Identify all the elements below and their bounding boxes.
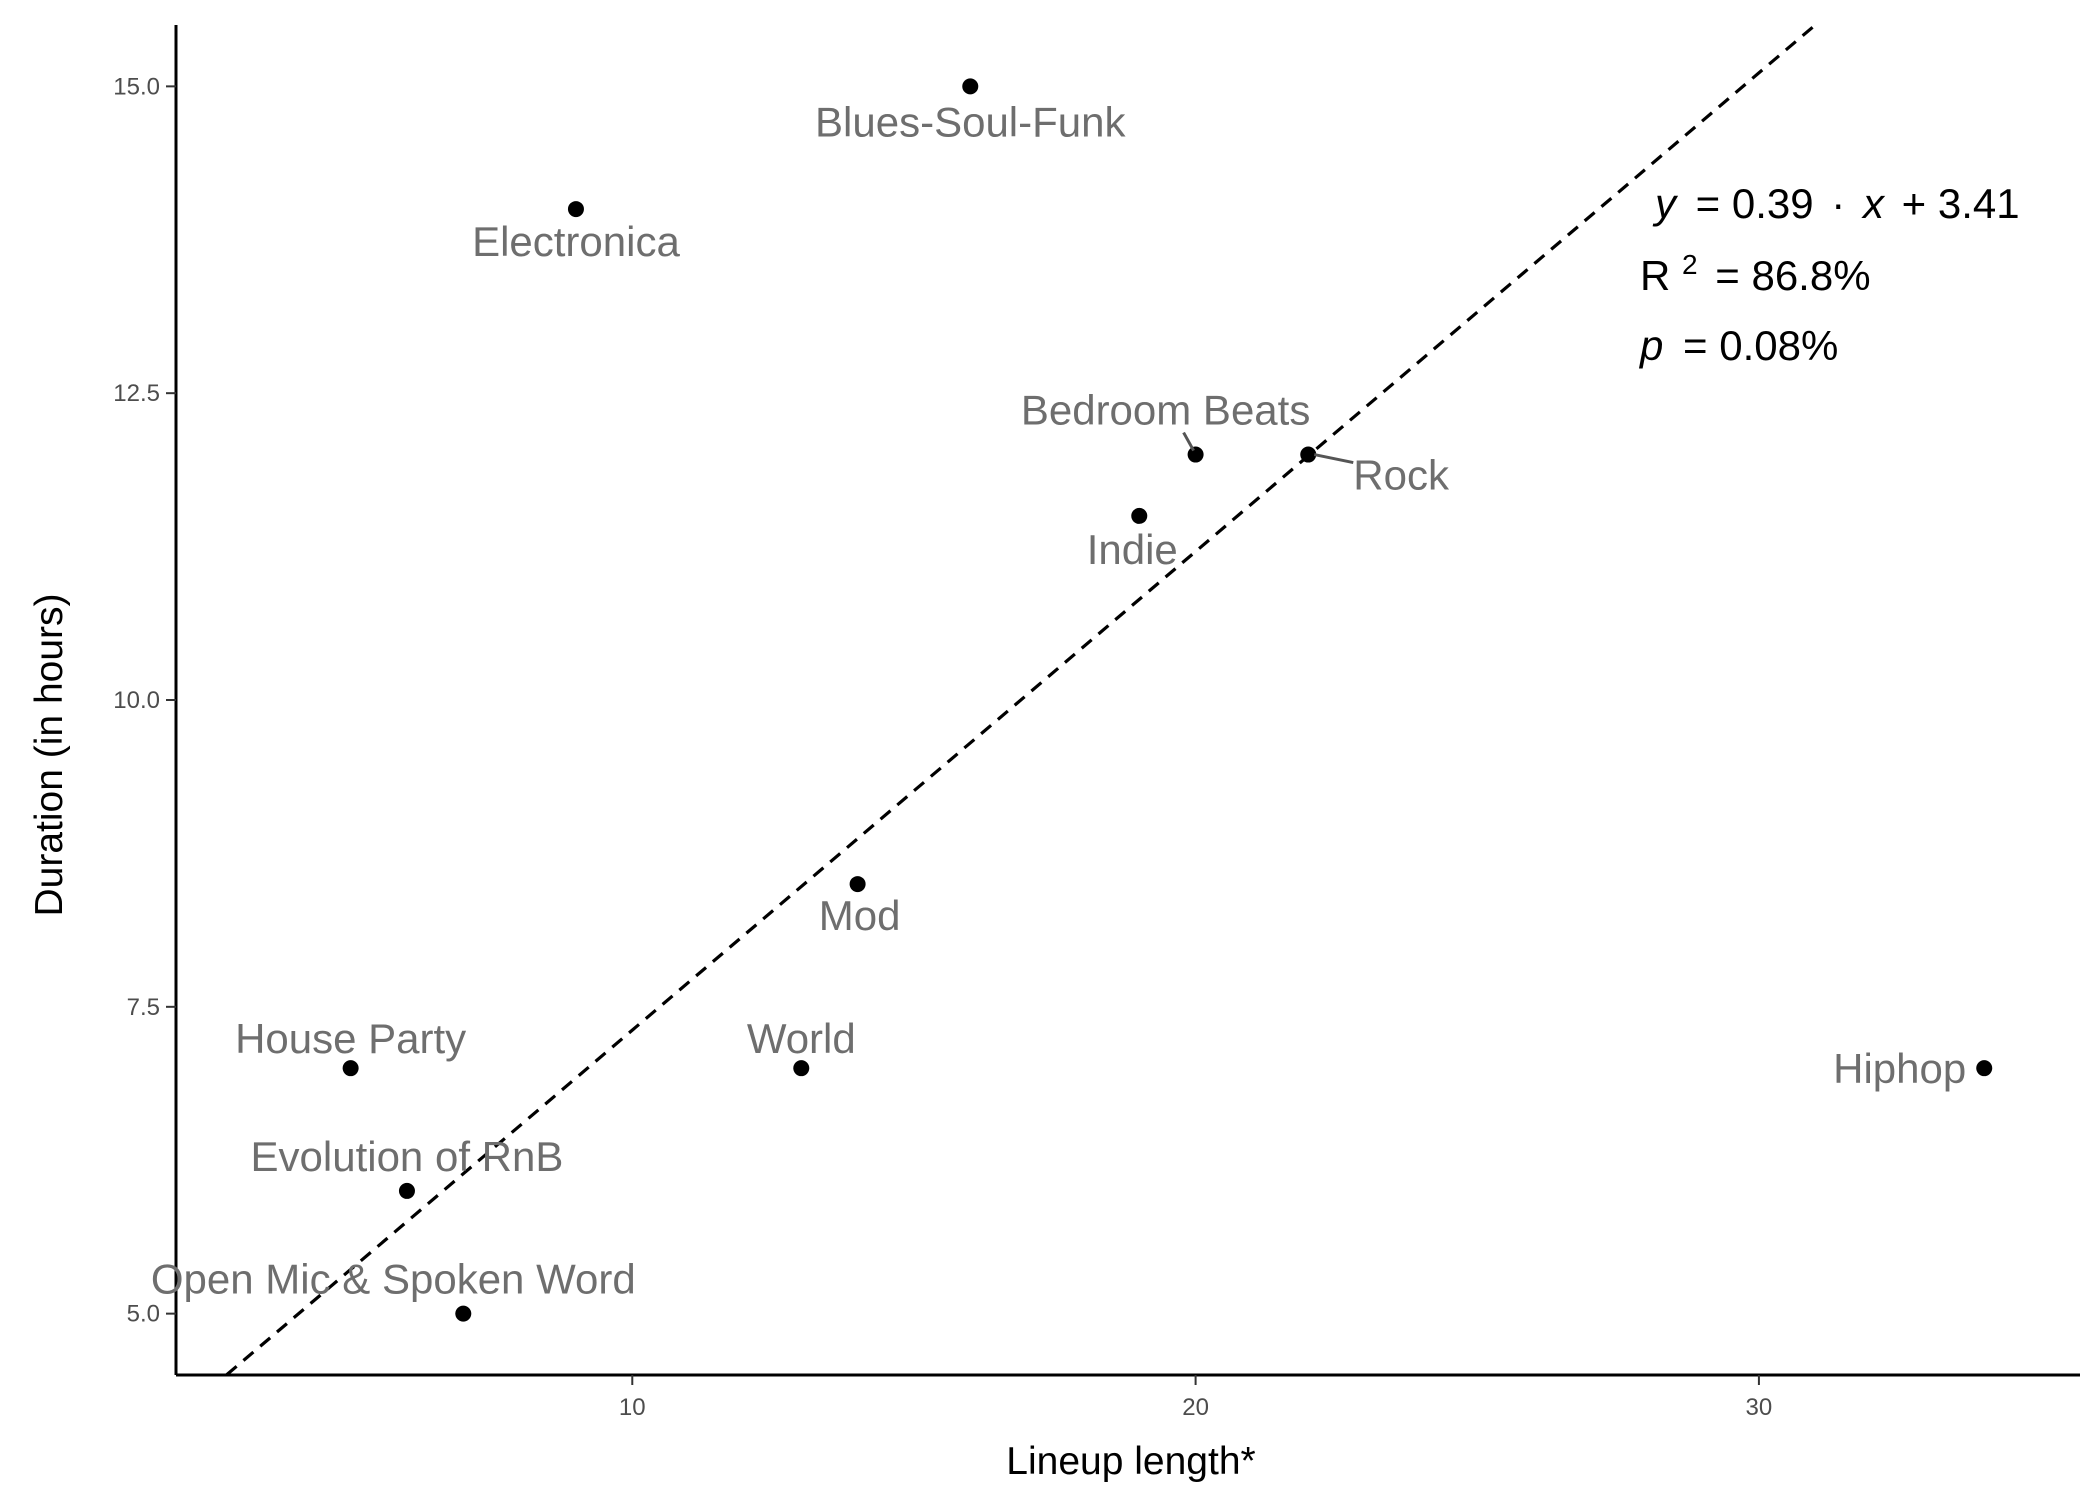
r2-sup: 2 xyxy=(1682,249,1698,280)
eq-slope: = 0.39 xyxy=(1696,180,1814,227)
eq-dot: · xyxy=(1831,180,1845,227)
x-tick-label: 10 xyxy=(619,1394,646,1421)
data-point xyxy=(1976,1060,1993,1077)
y-tick-label: 12.5 xyxy=(113,380,160,407)
eq-y: y xyxy=(1652,180,1679,227)
eq-x: x xyxy=(1861,180,1886,227)
point-label: Rock xyxy=(1353,452,1450,499)
regression-line xyxy=(225,23,1817,1376)
data-point xyxy=(342,1060,359,1077)
point-label: Electronica xyxy=(472,218,680,265)
point-labels: Blues-Soul-Funk Electronica Bedroom Beats R… xyxy=(151,98,1966,1302)
point-label: Evolution of RnB xyxy=(251,1133,564,1180)
data-point xyxy=(398,1182,415,1199)
data-point xyxy=(567,201,584,218)
r2-value: = 86.8% xyxy=(1715,252,1870,299)
axes: 10 20 30 5.0 7.5 10.0 12.5 15.0 xyxy=(113,25,2080,1421)
data-point xyxy=(962,78,979,95)
regression-line-group xyxy=(225,23,1817,1376)
point-label: Blues-Soul-Funk xyxy=(815,98,1126,145)
y-tick-label: 15.0 xyxy=(113,73,160,100)
r2-r: R xyxy=(1640,252,1670,299)
label-connector xyxy=(1313,453,1354,465)
x-tick-label: 20 xyxy=(1182,1394,1209,1421)
data-point xyxy=(1300,446,1317,463)
data-point xyxy=(1131,507,1148,524)
x-tick-label: 30 xyxy=(1746,1394,1773,1421)
point-label: Open Mic & Spoken Word xyxy=(151,1256,636,1303)
y-tick-label: 7.5 xyxy=(127,994,160,1021)
p-value: = 0.08% xyxy=(1683,322,1838,369)
point-label: Indie xyxy=(1087,526,1178,573)
point-label: House Party xyxy=(235,1015,466,1062)
point-label: World xyxy=(747,1015,856,1062)
y-tick-label: 10.0 xyxy=(113,687,160,714)
data-points xyxy=(342,78,1993,1322)
data-point xyxy=(1187,446,1204,463)
y-tick-label: 5.0 xyxy=(127,1301,160,1328)
point-label: Bedroom Beats xyxy=(1021,387,1311,434)
data-point xyxy=(849,876,866,893)
eq-intercept: + 3.41 xyxy=(1902,180,2020,227)
label-connector xyxy=(1182,431,1195,452)
p-p: p xyxy=(1638,322,1663,369)
point-label: Hiphop xyxy=(1833,1045,1966,1092)
regression-annotation: y = 0.39 · x + 3.41 R 2 = 86.8% p = 0.08… xyxy=(1638,180,2020,369)
x-axis-title: Lineup length* xyxy=(1006,1440,1255,1483)
point-label: Mod xyxy=(819,892,901,939)
y-axis-title: Duration (in hours) xyxy=(28,594,71,917)
data-point xyxy=(793,1060,810,1077)
r2-text: R 2 = 86.8% xyxy=(1640,236,1871,299)
p-text: p = 0.08% xyxy=(1638,322,1838,369)
equation-text: y = 0.39 · x + 3.41 xyxy=(1652,180,2020,227)
data-point xyxy=(455,1305,472,1322)
